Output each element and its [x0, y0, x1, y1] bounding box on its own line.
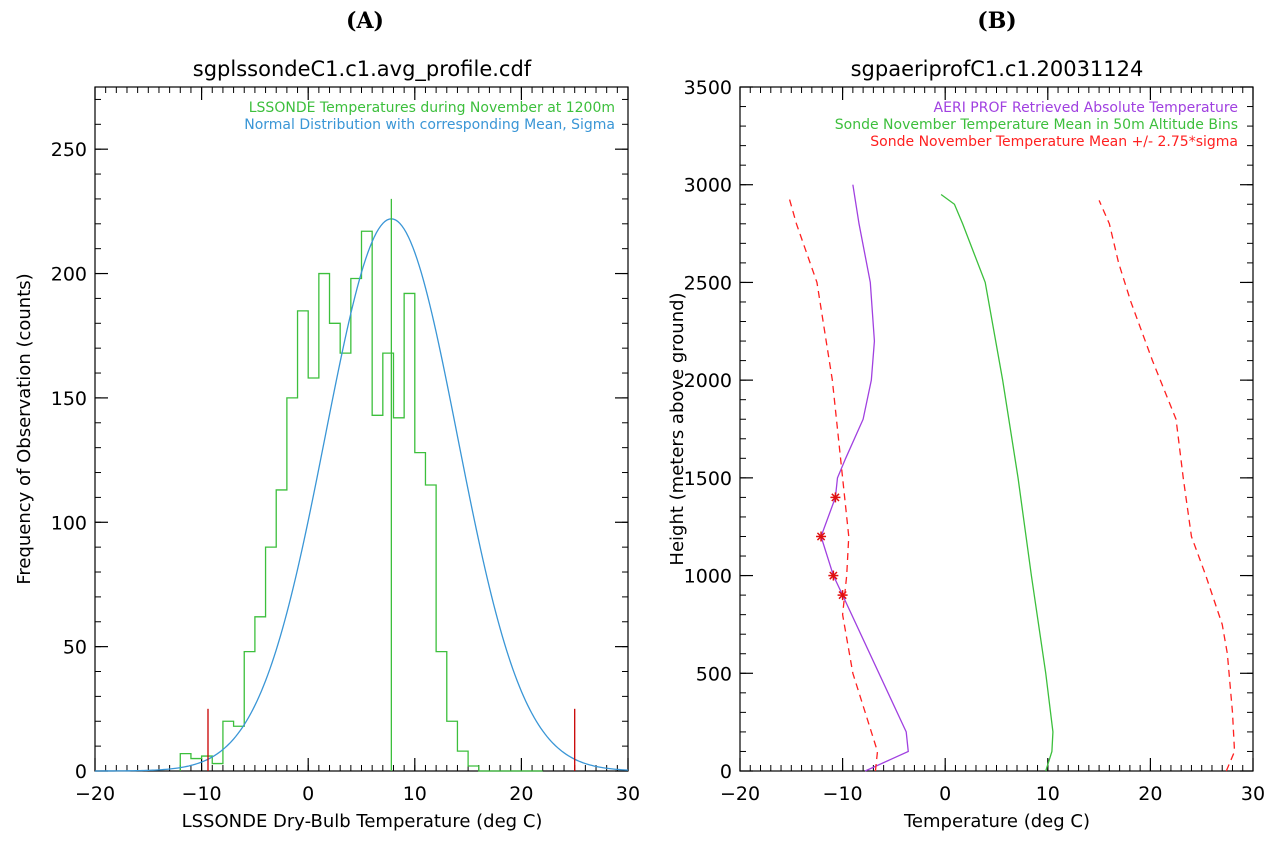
legend-entry: Sonde November Temperature Mean +/- 2.75… — [870, 134, 1238, 150]
asterisk-marker — [816, 531, 827, 542]
x-tick-label: 20 — [509, 783, 533, 805]
y-tick-label: 200 — [51, 264, 87, 286]
plot-frame — [94, 86, 629, 772]
asterisk-marker — [837, 590, 848, 601]
x-axis-label: LSSONDE Dry-Bulb Temperature (deg C) — [182, 811, 543, 832]
y-tick-label: 50 — [63, 637, 87, 659]
y-tick-label: 2000 — [684, 370, 732, 392]
x-axis-label: Temperature (deg C) — [903, 811, 1090, 832]
x-tick-label: 30 — [616, 783, 640, 805]
chart-title: sgplssondeC1.c1.avg_profile.cdf — [193, 57, 532, 82]
series-line-0 — [820, 184, 909, 772]
chart-panel-a: (A) sgplssondeC1.c1.avg_profile.cdf −20 −10… — [14, 8, 640, 832]
x-tick-label: −10 — [823, 783, 863, 805]
plot-frame — [739, 86, 1254, 772]
y-tick-label: 250 — [51, 139, 87, 161]
y-tick-label: 100 — [51, 512, 87, 534]
y-tick-label: 500 — [696, 663, 732, 685]
asterisk-marker — [828, 570, 839, 581]
x-tick-label: 0 — [302, 783, 314, 805]
y-tick-label: 150 — [51, 388, 87, 410]
chart-panel-b: (B) sgpaeriprofC1.c1.20031124 −20 −10 0 10 20 3… — [667, 8, 1265, 832]
legend-entry: Normal Distribution with corresponding M… — [244, 117, 615, 133]
x-tick-label: −20 — [720, 783, 760, 805]
y-tick-label: 0 — [75, 761, 87, 783]
x-tick-label: 20 — [1138, 783, 1162, 805]
series-line-1 — [940, 193, 1054, 772]
series-line-2 — [788, 198, 879, 772]
asterisk-marker — [830, 492, 841, 503]
y-tick-label: 3500 — [684, 77, 732, 99]
y-axis-label: Height (meters above ground) — [667, 292, 688, 565]
legend-entry: AERI PROF Retrieved Absolute Temperature — [934, 100, 1238, 116]
x-tick-label: 0 — [939, 783, 951, 805]
y-axis-label: Frequency of Observation (counts) — [14, 273, 35, 584]
legend-entry: LSSONDE Temperatures during November at … — [249, 100, 615, 116]
x-tick-label: 30 — [1241, 783, 1265, 805]
asterisk-stroke — [816, 532, 826, 541]
y-tick-label: 2500 — [684, 272, 732, 294]
y-tick-label: 1000 — [684, 566, 732, 588]
x-tick-label: −20 — [75, 783, 115, 805]
legend-entry: Sonde November Temperature Mean in 50m A… — [835, 117, 1238, 133]
normal-curve-series — [94, 218, 629, 772]
x-tick-label: 10 — [1036, 783, 1060, 805]
histogram-series — [179, 230, 543, 772]
x-tick-label: −10 — [182, 783, 222, 805]
y-tick-label: 0 — [720, 761, 732, 783]
asterisk-stroke — [829, 571, 838, 580]
x-tick-label: 10 — [403, 783, 427, 805]
asterisk-stroke — [831, 493, 840, 502]
y-tick-label: 3000 — [684, 175, 732, 197]
series-line-3 — [1098, 200, 1236, 772]
panel-label: (A) — [346, 8, 384, 34]
chart-title: sgpaeriprofC1.c1.20031124 — [851, 57, 1144, 81]
panel-label: (B) — [977, 8, 1016, 34]
y-tick-label: 1500 — [684, 468, 732, 490]
